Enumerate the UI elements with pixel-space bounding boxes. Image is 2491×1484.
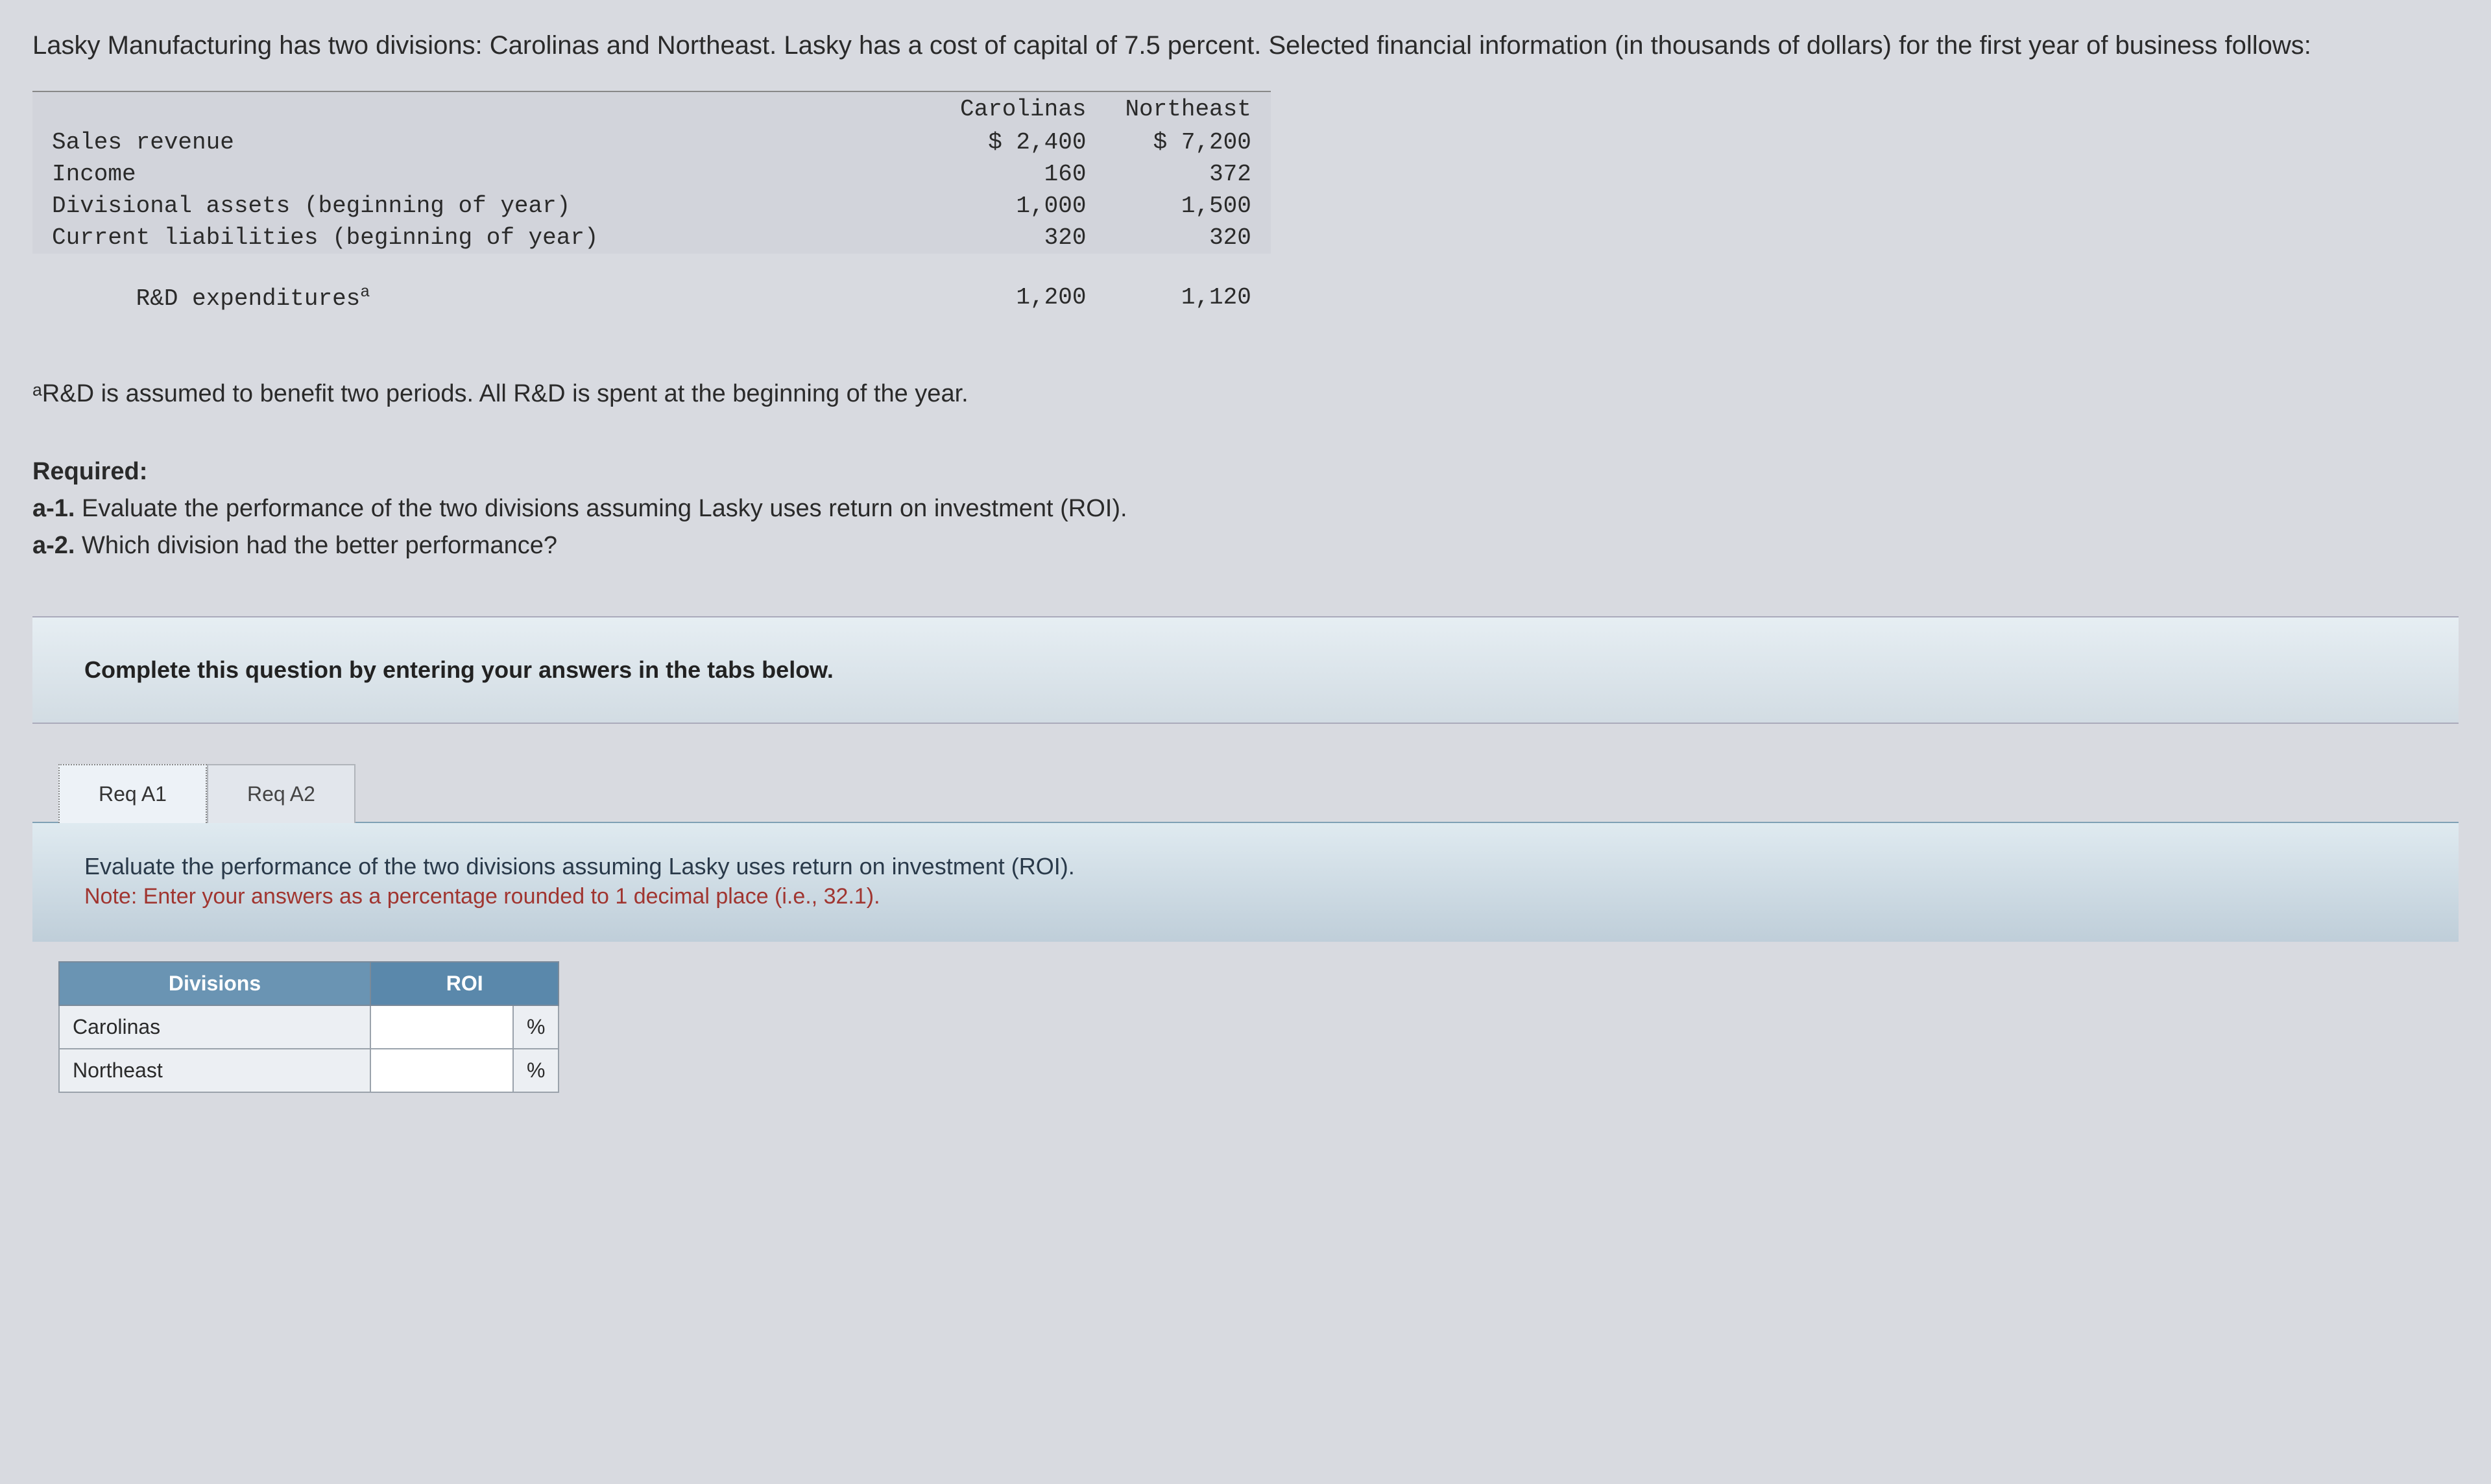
division-name: Carolinas — [59, 1005, 370, 1049]
table-row: Sales revenue $ 2,400 $ 7,200 — [32, 126, 1271, 158]
tab-req-a1[interactable]: Req A1 — [58, 764, 207, 823]
tab-panel: Evaluate the performance of the two divi… — [32, 822, 2459, 942]
footnote-sup: a — [32, 380, 42, 400]
tab-note: Note: Enter your answers as a percentage… — [84, 884, 2407, 909]
cell-value: 1,500 — [1105, 190, 1270, 222]
roi-input-northeast[interactable] — [371, 1051, 512, 1091]
pct-label: % — [513, 1005, 559, 1049]
cell-value: 160 — [941, 158, 1105, 190]
table-row: Current liabilities (beginning of year) … — [32, 222, 1271, 254]
footnote-ref: a — [360, 283, 370, 302]
col-carolinas: Carolinas — [941, 91, 1105, 126]
hdr-roi: ROI — [370, 962, 559, 1005]
row-label: R&D expendituresa — [32, 254, 941, 341]
req-a2-text: Which division had the better performanc… — [75, 532, 557, 559]
answer-row: Northeast % — [59, 1049, 559, 1092]
answer-header-row: Divisions ROI — [59, 962, 559, 1005]
row-label-text: R&D expenditures — [136, 285, 361, 312]
division-name: Northeast — [59, 1049, 370, 1092]
req-a1-label: a-1. — [32, 495, 75, 522]
pct-label: % — [513, 1049, 559, 1092]
footnote-text: R&D is assumed to benefit two periods. A… — [42, 380, 969, 407]
cell-value: 1,200 — [941, 254, 1105, 341]
table-row: Divisional assets (beginning of year) 1,… — [32, 190, 1271, 222]
cell-value: 320 — [1105, 222, 1270, 254]
table-header-row: Carolinas Northeast — [32, 91, 1271, 126]
required-block: Required: a-1. Evaluate the performance … — [32, 453, 2459, 564]
instructions-panel: Complete this question by entering your … — [32, 616, 2459, 724]
row-label: Income — [32, 158, 941, 190]
roi-input-carolinas[interactable] — [371, 1007, 512, 1047]
answer-table: Divisions ROI Carolinas % Northeast % — [58, 961, 559, 1093]
col-northeast: Northeast — [1105, 91, 1270, 126]
cell-value: 1,120 — [1105, 254, 1270, 341]
cell-value: 1,000 — [941, 190, 1105, 222]
row-label: Current liabilities (beginning of year) — [32, 222, 941, 254]
tab-prompt: Evaluate the performance of the two divi… — [84, 849, 2407, 884]
hdr-divisions: Divisions — [59, 962, 370, 1005]
roi-input-cell — [370, 1005, 513, 1049]
roi-input-cell — [370, 1049, 513, 1092]
row-label: Sales revenue — [32, 126, 941, 158]
req-a1-text: Evaluate the performance of the two divi… — [75, 495, 1127, 522]
req-a2-label: a-2. — [32, 532, 75, 559]
problem-intro: Lasky Manufacturing has two divisions: C… — [32, 26, 2459, 65]
financial-data-table: Carolinas Northeast Sales revenue $ 2,40… — [32, 91, 1271, 341]
cell-value: 372 — [1105, 158, 1270, 190]
required-heading: Required: — [32, 458, 147, 485]
cell-value: 320 — [941, 222, 1105, 254]
table-row: R&D expendituresa 1,200 1,120 — [32, 254, 1271, 341]
table-row: Income 160 372 — [32, 158, 1271, 190]
cell-value: $ 7,200 — [1105, 126, 1270, 158]
col-blank — [32, 91, 941, 126]
cell-value: $ 2,400 — [941, 126, 1105, 158]
tabs: Req A1 Req A2 — [58, 763, 2459, 822]
footnote: aR&D is assumed to benefit two periods. … — [32, 380, 2459, 408]
tab-req-a2[interactable]: Req A2 — [207, 764, 355, 823]
answer-row: Carolinas % — [59, 1005, 559, 1049]
row-label: Divisional assets (beginning of year) — [32, 190, 941, 222]
